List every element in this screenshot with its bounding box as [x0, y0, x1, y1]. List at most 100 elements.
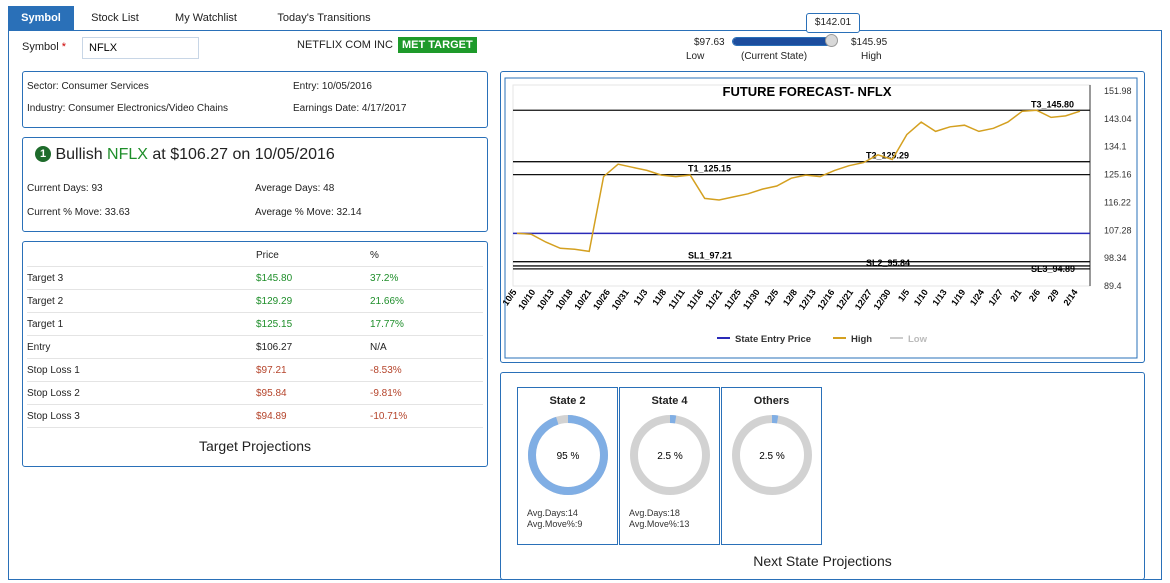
- tab-bar: Symbol Stock List My Watchlist Today's T…: [0, 6, 1170, 30]
- state-card-stats: Avg.Days:14 Avg.Move%:9: [527, 508, 582, 530]
- state-card[interactable]: State 4 2.5 % Avg.Days:18 Avg.Move%:13: [619, 387, 720, 545]
- state-price: $106.27: [170, 146, 229, 163]
- x-tick-label: 1/24: [968, 287, 986, 307]
- tab-stock-list[interactable]: Stock List: [91, 12, 139, 24]
- current-days: Current Days: 93: [27, 183, 103, 194]
- next-state-panel: State 2 95 % Avg.Days:14 Avg.Move%:9 State 4…: [500, 372, 1145, 580]
- target-row: Stop Loss 1 $97.21 -8.53%: [27, 359, 483, 382]
- state-word: Bullish: [55, 146, 103, 163]
- chart-inner-frame: [504, 77, 1138, 359]
- target-row-pct: 37.2%: [370, 273, 399, 284]
- slider-high-label: High: [861, 51, 882, 62]
- target-row: Target 3 $145.80 37.2%: [27, 267, 483, 290]
- x-tick-label: 2/14: [1061, 287, 1079, 307]
- x-tick-label: 12/5: [762, 287, 780, 307]
- state-card[interactable]: Others 2.5 %: [721, 387, 822, 545]
- average-days: Average Days: 48: [255, 183, 335, 194]
- x-tick-label: 2/6: [1027, 287, 1042, 303]
- symbol-label-text: Symbol: [22, 41, 59, 53]
- legend-entry-label: State Entry Price: [735, 334, 811, 345]
- tab-my-watchlist[interactable]: My Watchlist: [175, 12, 237, 24]
- current-move: Current % Move: 33.63: [27, 207, 130, 218]
- x-tick-label: 1/19: [949, 287, 967, 307]
- x-tick-label: 11/21: [704, 287, 725, 311]
- target-row: Stop Loss 2 $95.84 -9.81%: [27, 382, 483, 405]
- company-name: NETFLIX COM INC: [297, 39, 393, 51]
- target-row-label: Stop Loss 3: [27, 411, 80, 422]
- target-row-pct: -10.71%: [370, 411, 408, 422]
- tab-todays-transitions[interactable]: Today's Transitions: [277, 12, 371, 24]
- slider-handle[interactable]: [824, 34, 838, 47]
- state-donut-chart: 95 %: [528, 415, 608, 495]
- slider-low-value: $97.63: [694, 37, 725, 48]
- x-tick-label: 2/1: [1008, 287, 1023, 303]
- target-row-price: $95.84: [256, 388, 287, 399]
- y-tick-label: 116.22: [1104, 197, 1131, 207]
- x-tick-label: 10/18: [554, 287, 575, 311]
- x-tick-label: 11/8: [650, 287, 668, 307]
- tab-underline: [8, 30, 1162, 31]
- x-tick-label: 1/10: [912, 287, 930, 307]
- target-table-header: Price %: [27, 244, 483, 267]
- target-row-price: $145.80: [256, 273, 293, 284]
- tab-symbol[interactable]: Symbol: [8, 6, 74, 30]
- industry-text: Industry: Consumer Electronics/Video Cha…: [27, 103, 229, 114]
- x-tick-label: 1/5: [896, 287, 911, 303]
- target-row-label: Target 1: [27, 319, 64, 330]
- x-tick-label: 12/30: [872, 287, 893, 311]
- symbol-label: Symbol *: [22, 41, 66, 53]
- state-date: 10/05/2016: [254, 146, 335, 163]
- price-range-slider[interactable]: [732, 37, 836, 46]
- symbol-input[interactable]: [82, 37, 199, 59]
- slider-high-value: $145.95: [851, 37, 888, 48]
- target-row: Target 1 $125.15 17.77%: [27, 313, 483, 336]
- slider-fill: [733, 38, 831, 45]
- target-row-pct: -8.53%: [370, 365, 402, 376]
- x-tick-label: 10/13: [535, 287, 556, 311]
- target-row-price: $106.27: [256, 342, 293, 353]
- target-row-label: Target 3: [27, 273, 64, 284]
- plot-area: [512, 84, 1091, 287]
- high-series-line: [516, 109, 1081, 253]
- chart-title: FUTURE FORECAST- NFLX: [723, 84, 892, 99]
- entry-date-text: Entry: 10/05/2016: [293, 81, 372, 92]
- x-tick-label: 2/9: [1046, 287, 1061, 303]
- level-label: SL1_97.21: [688, 251, 732, 261]
- state-donut-chart: 2.5 %: [630, 415, 710, 495]
- level-label: T3_145.80: [1031, 99, 1074, 109]
- x-tick-label: 1/27: [987, 287, 1005, 307]
- donut-arc: [630, 415, 710, 495]
- level-label: SL3_94.89: [1031, 264, 1075, 274]
- target-projections-panel: Price % Target 3 $145.80 37.2% Target 2 $129…: [22, 241, 488, 467]
- x-tick-label: 10/31: [610, 287, 631, 311]
- col-header-price: Price: [256, 250, 279, 261]
- avg-days: Avg.Days:18: [629, 508, 680, 518]
- state-card[interactable]: State 2 95 % Avg.Days:14 Avg.Move%:9: [517, 387, 618, 545]
- y-tick-label: 134.1: [1104, 142, 1127, 152]
- level-label: T2_129.29: [866, 151, 909, 161]
- target-row: Target 2 $129.29 21.66%: [27, 290, 483, 313]
- x-tick-label: 10/21: [572, 287, 593, 311]
- level-label: SL2_95.84: [866, 258, 910, 268]
- donut-arc: [732, 415, 812, 495]
- status-badge: MET TARGET: [398, 37, 477, 53]
- x-tick-label: 10/26: [591, 287, 612, 311]
- x-tick-label: 11/25: [722, 287, 743, 311]
- slider-low-label: Low: [686, 51, 705, 62]
- state-card-stats: Avg.Days:18 Avg.Move%:13: [629, 508, 689, 530]
- legend-high-label: High: [851, 334, 872, 345]
- target-row: Stop Loss 3 $94.89 -10.71%: [27, 405, 483, 428]
- target-row-pct: 21.66%: [370, 296, 404, 307]
- donut-label: 2.5 %: [759, 451, 785, 462]
- state-number-badge: 1: [35, 146, 51, 162]
- forecast-chart-panel: FUTURE FORECAST- NFLX 151.98 143.04 134.1 12…: [500, 71, 1145, 363]
- earnings-date-text: Earnings Date: 4/17/2017: [293, 103, 407, 114]
- state-on: on: [232, 146, 251, 163]
- x-tick-label: 12/27: [853, 287, 874, 311]
- x-tick-label: 12/8: [781, 287, 799, 307]
- state-summary-panel: 1 Bullish NFLX at $106.27 on 10/05/2016 …: [22, 137, 488, 232]
- x-tick-label: 11/16: [685, 287, 706, 311]
- state-card-title: State 2: [549, 395, 586, 407]
- slider-value-tooltip: $142.01: [806, 13, 860, 33]
- x-tick-label: 10/10: [516, 287, 537, 311]
